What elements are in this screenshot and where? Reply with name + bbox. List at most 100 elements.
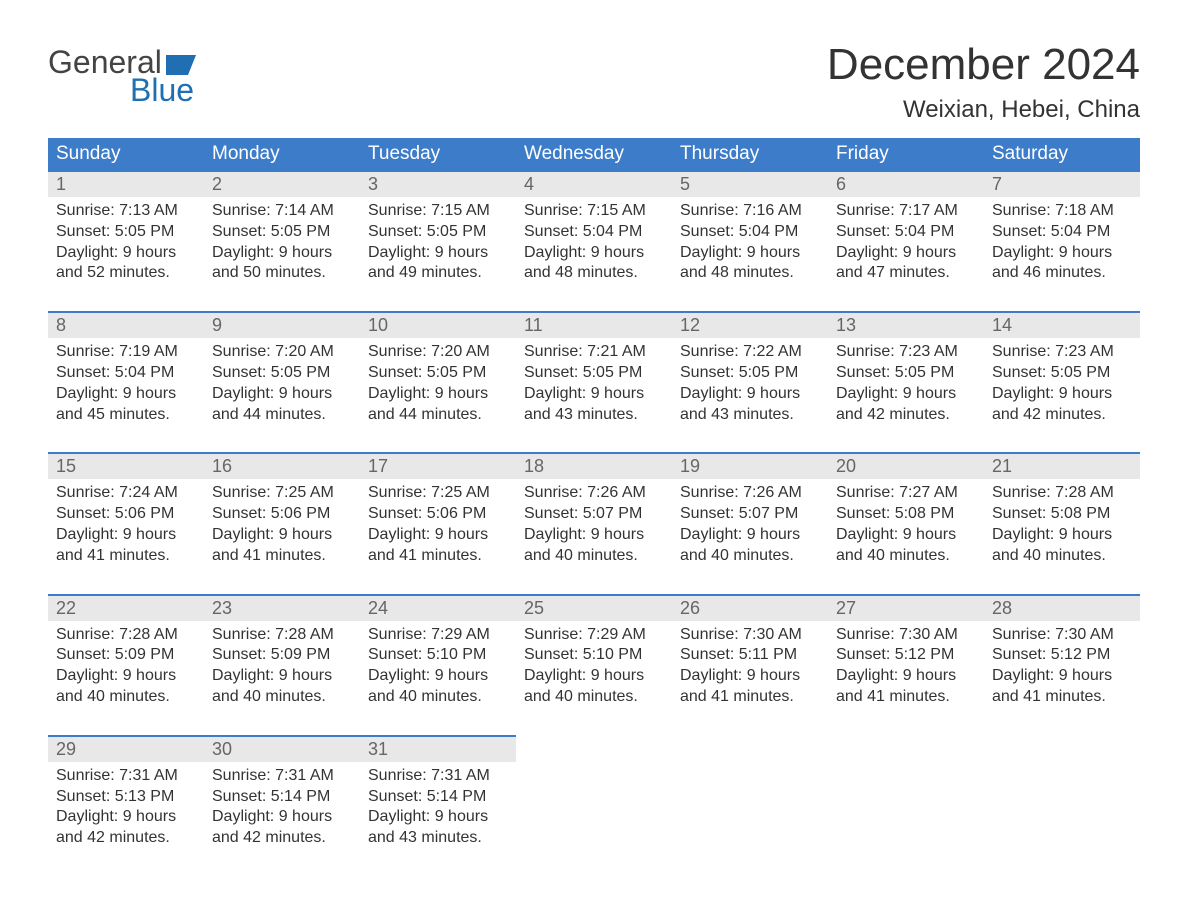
day-number: 18 xyxy=(516,453,672,479)
daylight-line-1: Daylight: 9 hours xyxy=(56,666,196,687)
daylight-line-1: Daylight: 9 hours xyxy=(992,243,1132,264)
daylight-line-1: Daylight: 9 hours xyxy=(368,807,508,828)
week-spacer xyxy=(48,443,1140,453)
title-block: December 2024 Weixian, Hebei, China xyxy=(827,40,1140,124)
daylight-line-2: and 43 minutes. xyxy=(680,405,820,426)
sunset-line: Sunset: 5:05 PM xyxy=(56,222,196,243)
daylight-line-2: and 40 minutes. xyxy=(524,546,664,567)
day-details: Sunrise: 7:28 AMSunset: 5:09 PMDaylight:… xyxy=(48,621,204,726)
day-details: Sunrise: 7:15 AMSunset: 5:04 PMDaylight:… xyxy=(516,197,672,302)
sunset-line: Sunset: 5:14 PM xyxy=(368,787,508,808)
daylight-line-2: and 47 minutes. xyxy=(836,263,976,284)
day-of-week-row: Sunday Monday Tuesday Wednesday Thursday… xyxy=(48,138,1140,171)
week-spacer xyxy=(48,302,1140,312)
day-number: 29 xyxy=(48,736,204,762)
empty-cell xyxy=(672,736,828,762)
daylight-line-2: and 42 minutes. xyxy=(992,405,1132,426)
day-number: 20 xyxy=(828,453,984,479)
daylight-line-2: and 40 minutes. xyxy=(368,687,508,708)
day-number: 22 xyxy=(48,595,204,621)
empty-cell xyxy=(828,736,984,762)
daylight-line-2: and 41 minutes. xyxy=(56,546,196,567)
day-number-row: 22232425262728 xyxy=(48,595,1140,621)
daylight-line-1: Daylight: 9 hours xyxy=(992,384,1132,405)
day-detail-row: Sunrise: 7:19 AMSunset: 5:04 PMDaylight:… xyxy=(48,338,1140,443)
sunrise-line: Sunrise: 7:23 AM xyxy=(836,342,976,363)
day-details: Sunrise: 7:13 AMSunset: 5:05 PMDaylight:… xyxy=(48,197,204,302)
empty-cell xyxy=(984,762,1140,867)
day-details: Sunrise: 7:31 AMSunset: 5:13 PMDaylight:… xyxy=(48,762,204,867)
sunset-line: Sunset: 5:04 PM xyxy=(992,222,1132,243)
day-number: 28 xyxy=(984,595,1140,621)
day-details: Sunrise: 7:21 AMSunset: 5:05 PMDaylight:… xyxy=(516,338,672,443)
daylight-line-1: Daylight: 9 hours xyxy=(524,666,664,687)
sunset-line: Sunset: 5:06 PM xyxy=(56,504,196,525)
day-number: 27 xyxy=(828,595,984,621)
day-number: 23 xyxy=(204,595,360,621)
daylight-line-2: and 52 minutes. xyxy=(56,263,196,284)
daylight-line-1: Daylight: 9 hours xyxy=(680,666,820,687)
day-details: Sunrise: 7:26 AMSunset: 5:07 PMDaylight:… xyxy=(672,479,828,584)
sunset-line: Sunset: 5:06 PM xyxy=(212,504,352,525)
sunset-line: Sunset: 5:05 PM xyxy=(524,363,664,384)
daylight-line-1: Daylight: 9 hours xyxy=(56,384,196,405)
day-number-row: 891011121314 xyxy=(48,312,1140,338)
logo-word-2: Blue xyxy=(130,74,196,106)
day-details: Sunrise: 7:14 AMSunset: 5:05 PMDaylight:… xyxy=(204,197,360,302)
sunrise-line: Sunrise: 7:20 AM xyxy=(212,342,352,363)
sunrise-line: Sunrise: 7:31 AM xyxy=(56,766,196,787)
daylight-line-1: Daylight: 9 hours xyxy=(368,525,508,546)
day-number: 21 xyxy=(984,453,1140,479)
empty-cell xyxy=(672,762,828,867)
sunrise-line: Sunrise: 7:15 AM xyxy=(524,201,664,222)
empty-cell xyxy=(516,736,672,762)
day-detail-row: Sunrise: 7:13 AMSunset: 5:05 PMDaylight:… xyxy=(48,197,1140,302)
day-number: 2 xyxy=(204,171,360,197)
day-number: 6 xyxy=(828,171,984,197)
dow-saturday: Saturday xyxy=(984,138,1140,171)
sunset-line: Sunset: 5:12 PM xyxy=(992,645,1132,666)
day-number-row: 293031 xyxy=(48,736,1140,762)
day-detail-row: Sunrise: 7:28 AMSunset: 5:09 PMDaylight:… xyxy=(48,621,1140,726)
sunset-line: Sunset: 5:13 PM xyxy=(56,787,196,808)
daylight-line-1: Daylight: 9 hours xyxy=(836,384,976,405)
daylight-line-2: and 40 minutes. xyxy=(524,687,664,708)
daylight-line-1: Daylight: 9 hours xyxy=(524,525,664,546)
sunrise-line: Sunrise: 7:31 AM xyxy=(368,766,508,787)
dow-wednesday: Wednesday xyxy=(516,138,672,171)
sunset-line: Sunset: 5:04 PM xyxy=(56,363,196,384)
day-details: Sunrise: 7:28 AMSunset: 5:09 PMDaylight:… xyxy=(204,621,360,726)
sunrise-line: Sunrise: 7:23 AM xyxy=(992,342,1132,363)
daylight-line-1: Daylight: 9 hours xyxy=(368,666,508,687)
sunset-line: Sunset: 5:07 PM xyxy=(524,504,664,525)
dow-monday: Monday xyxy=(204,138,360,171)
sunrise-line: Sunrise: 7:19 AM xyxy=(56,342,196,363)
daylight-line-1: Daylight: 9 hours xyxy=(212,384,352,405)
day-details: Sunrise: 7:17 AMSunset: 5:04 PMDaylight:… xyxy=(828,197,984,302)
day-number: 3 xyxy=(360,171,516,197)
daylight-line-1: Daylight: 9 hours xyxy=(992,666,1132,687)
day-number: 25 xyxy=(516,595,672,621)
sunrise-line: Sunrise: 7:14 AM xyxy=(212,201,352,222)
day-number: 15 xyxy=(48,453,204,479)
sunrise-line: Sunrise: 7:26 AM xyxy=(680,483,820,504)
day-details: Sunrise: 7:30 AMSunset: 5:11 PMDaylight:… xyxy=(672,621,828,726)
daylight-line-1: Daylight: 9 hours xyxy=(680,384,820,405)
day-details: Sunrise: 7:24 AMSunset: 5:06 PMDaylight:… xyxy=(48,479,204,584)
sunset-line: Sunset: 5:14 PM xyxy=(212,787,352,808)
day-number: 7 xyxy=(984,171,1140,197)
daylight-line-2: and 42 minutes. xyxy=(212,828,352,849)
day-details: Sunrise: 7:26 AMSunset: 5:07 PMDaylight:… xyxy=(516,479,672,584)
sunrise-line: Sunrise: 7:18 AM xyxy=(992,201,1132,222)
day-number: 26 xyxy=(672,595,828,621)
sunrise-line: Sunrise: 7:16 AM xyxy=(680,201,820,222)
daylight-line-2: and 44 minutes. xyxy=(368,405,508,426)
dow-friday: Friday xyxy=(828,138,984,171)
daylight-line-2: and 41 minutes. xyxy=(836,687,976,708)
daylight-line-1: Daylight: 9 hours xyxy=(992,525,1132,546)
sunrise-line: Sunrise: 7:28 AM xyxy=(992,483,1132,504)
day-number: 8 xyxy=(48,312,204,338)
day-number: 16 xyxy=(204,453,360,479)
day-number: 11 xyxy=(516,312,672,338)
sunset-line: Sunset: 5:09 PM xyxy=(56,645,196,666)
